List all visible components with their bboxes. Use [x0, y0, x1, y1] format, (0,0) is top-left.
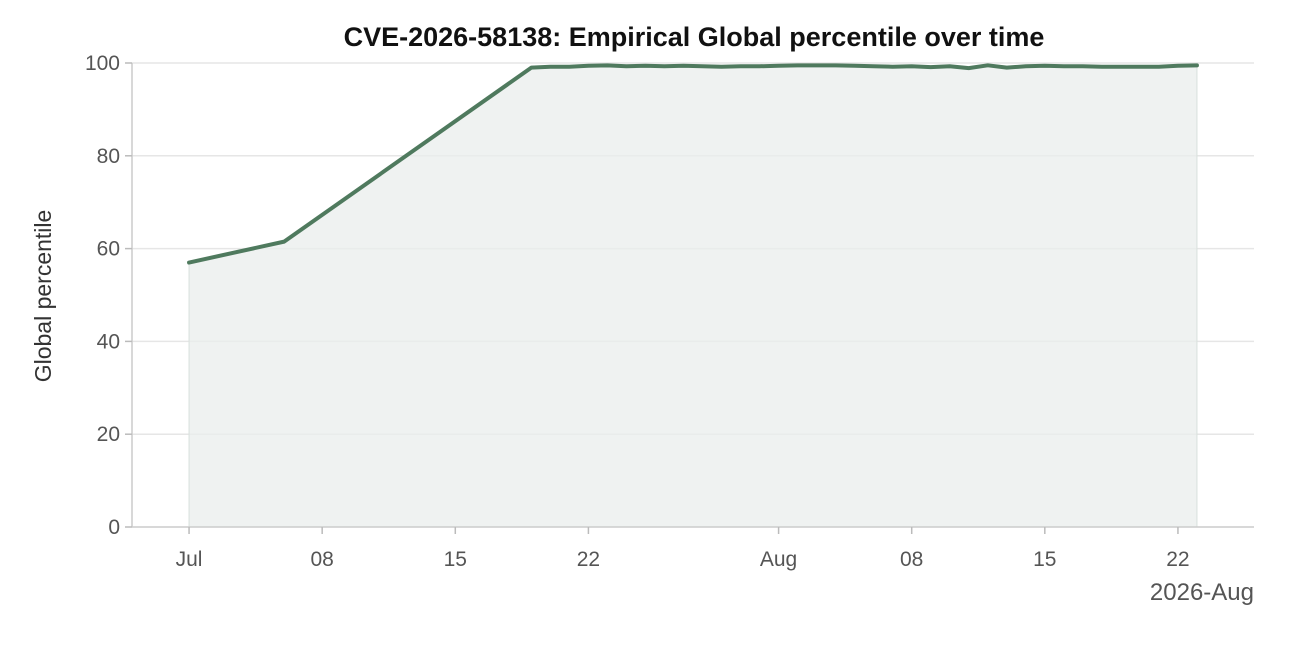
plot-area: [187, 63, 1199, 528]
x-tick-label: 15: [444, 548, 467, 571]
x-tick-label: 22: [577, 548, 600, 571]
x-axis-offset-label: 2026-Aug: [1150, 579, 1254, 606]
x-tick-label: 08: [310, 548, 333, 571]
y-tick-label: 0: [108, 516, 120, 539]
y-tick-label: 60: [97, 238, 120, 261]
x-axis-ticks: Jul 08 15 22 Aug 08 15 22: [176, 527, 1190, 571]
y-axis-ticks: 0 20 40 60 80 100: [85, 52, 132, 539]
y-tick-label: 80: [97, 145, 120, 168]
y-axis-label: Global percentile: [30, 210, 56, 383]
x-tick-label: 22: [1166, 548, 1189, 571]
x-tick-label: 15: [1033, 548, 1056, 571]
y-tick-label: 100: [85, 52, 120, 75]
x-tick-label: 08: [900, 548, 923, 571]
series-line: [187, 63, 1199, 265]
axes: [131, 63, 1254, 528]
series-area: [188, 64, 1198, 528]
y-tick-label: 40: [97, 330, 120, 353]
x-tick-label: Jul: [176, 548, 203, 571]
chart-title: CVE-2026-58138: Empirical Global percent…: [344, 22, 1045, 52]
y-tick-label: 20: [97, 423, 120, 446]
x-tick-label: Aug: [760, 548, 797, 571]
